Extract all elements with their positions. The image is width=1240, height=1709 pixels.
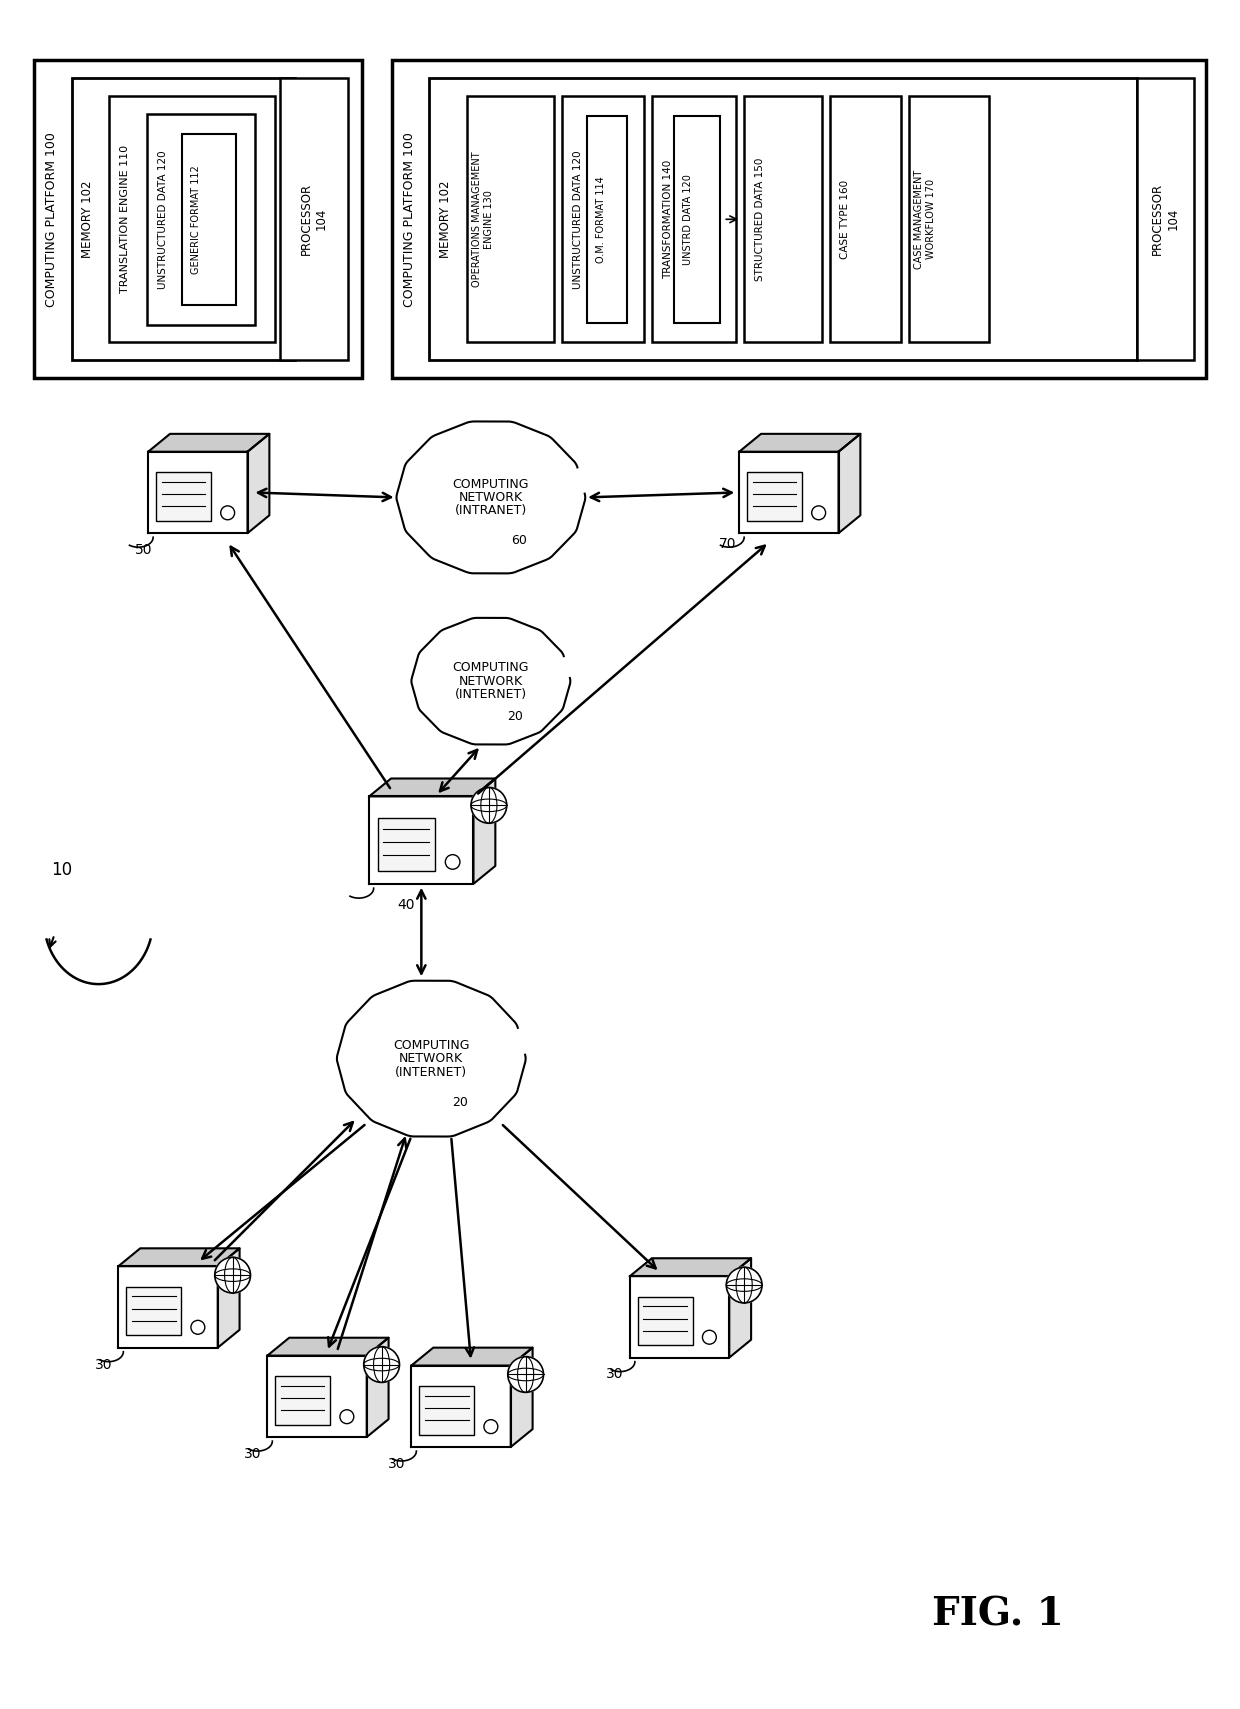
Bar: [156, 472, 211, 521]
Polygon shape: [729, 1258, 751, 1357]
Polygon shape: [218, 1248, 239, 1348]
Text: 50: 50: [134, 543, 153, 557]
Bar: [744, 96, 822, 342]
Polygon shape: [474, 779, 495, 884]
Text: UNSTRUCTURED DATA 120: UNSTRUCTURED DATA 120: [573, 150, 583, 289]
Text: 30: 30: [244, 1448, 262, 1461]
Bar: [33, 60, 362, 378]
Polygon shape: [412, 1348, 533, 1365]
Bar: [652, 96, 737, 342]
Bar: [429, 79, 1137, 361]
Bar: [280, 79, 348, 361]
Text: NETWORK: NETWORK: [399, 1053, 464, 1065]
Bar: [126, 1287, 181, 1335]
Polygon shape: [739, 451, 838, 533]
Text: 40: 40: [398, 897, 415, 911]
Text: NETWORK: NETWORK: [459, 490, 523, 504]
Text: OPERATIONS MANAGEMENT
ENGINE 130: OPERATIONS MANAGEMENT ENGINE 130: [472, 152, 494, 287]
Text: FIG. 1: FIG. 1: [931, 1596, 1064, 1634]
Text: 30: 30: [606, 1367, 624, 1381]
Bar: [275, 1376, 330, 1425]
Bar: [377, 819, 435, 870]
Polygon shape: [367, 1338, 388, 1437]
Circle shape: [471, 788, 507, 824]
Text: UNSTRUCTURED DATA 120: UNSTRUCTURED DATA 120: [157, 150, 169, 289]
Circle shape: [727, 1266, 763, 1302]
Polygon shape: [268, 1355, 367, 1437]
Circle shape: [215, 1258, 250, 1294]
Text: 10: 10: [51, 861, 72, 878]
Polygon shape: [370, 796, 474, 884]
Polygon shape: [630, 1277, 729, 1357]
Polygon shape: [412, 619, 570, 745]
Polygon shape: [511, 1348, 533, 1448]
Bar: [909, 96, 988, 342]
Polygon shape: [838, 434, 861, 533]
Bar: [830, 96, 901, 342]
Bar: [148, 115, 255, 325]
Text: 30: 30: [94, 1357, 113, 1372]
Text: MEMORY 102: MEMORY 102: [439, 181, 451, 258]
Text: TRANSFORMATION 140: TRANSFORMATION 140: [662, 159, 672, 279]
Bar: [673, 116, 720, 323]
Polygon shape: [397, 422, 585, 574]
Polygon shape: [370, 779, 495, 796]
Circle shape: [507, 1357, 543, 1393]
Text: COMPUTING: COMPUTING: [453, 661, 529, 675]
Bar: [563, 96, 644, 342]
Text: COMPUTING PLATFORM 100: COMPUTING PLATFORM 100: [46, 132, 58, 306]
Text: 30: 30: [388, 1456, 405, 1471]
Polygon shape: [118, 1266, 218, 1348]
Text: CASE TYPE 160: CASE TYPE 160: [841, 179, 851, 258]
Bar: [109, 96, 275, 342]
Bar: [588, 116, 627, 323]
Text: NETWORK: NETWORK: [459, 675, 523, 687]
Polygon shape: [248, 434, 269, 533]
Text: (INTERNET): (INTERNET): [396, 1065, 467, 1078]
Text: COMPUTING PLATFORM 100: COMPUTING PLATFORM 100: [403, 132, 415, 306]
Text: (INTRANET): (INTRANET): [455, 504, 527, 518]
Bar: [72, 79, 295, 361]
Text: 20: 20: [507, 711, 522, 723]
Polygon shape: [412, 1365, 511, 1448]
Text: 70: 70: [718, 537, 737, 550]
Text: PROCESSOR
104: PROCESSOR 104: [1151, 183, 1179, 255]
Text: COMPUTING: COMPUTING: [453, 477, 529, 490]
Polygon shape: [149, 434, 269, 451]
Bar: [1137, 79, 1194, 361]
Circle shape: [363, 1347, 399, 1383]
Polygon shape: [337, 981, 526, 1136]
Text: MEMORY 102: MEMORY 102: [81, 181, 94, 258]
Polygon shape: [268, 1338, 388, 1355]
Text: UNSTRD DATA 120: UNSTRD DATA 120: [682, 174, 693, 265]
Text: GENERIC FORMAT 112: GENERIC FORMAT 112: [191, 166, 201, 273]
Polygon shape: [118, 1248, 239, 1266]
Text: O.M. FORMAT 114: O.M. FORMAT 114: [596, 176, 606, 263]
Text: 20: 20: [451, 1095, 467, 1109]
Text: (INTERNET): (INTERNET): [455, 689, 527, 701]
Bar: [748, 472, 802, 521]
Bar: [182, 133, 236, 304]
Text: TRANSLATION ENGINE 110: TRANSLATION ENGINE 110: [120, 145, 130, 294]
Bar: [419, 1386, 474, 1436]
Bar: [467, 96, 554, 342]
Bar: [637, 1297, 692, 1345]
Bar: [392, 60, 1207, 378]
Text: PROCESSOR
104: PROCESSOR 104: [300, 183, 329, 255]
Polygon shape: [149, 451, 248, 533]
Text: STRUCTURED DATA 150: STRUCTURED DATA 150: [755, 157, 765, 280]
Polygon shape: [630, 1258, 751, 1277]
Text: COMPUTING: COMPUTING: [393, 1039, 470, 1051]
Text: 60: 60: [511, 533, 527, 547]
Polygon shape: [739, 434, 861, 451]
Text: CASE MANAGEMENT
WORKFLOW 170: CASE MANAGEMENT WORKFLOW 170: [914, 169, 936, 268]
